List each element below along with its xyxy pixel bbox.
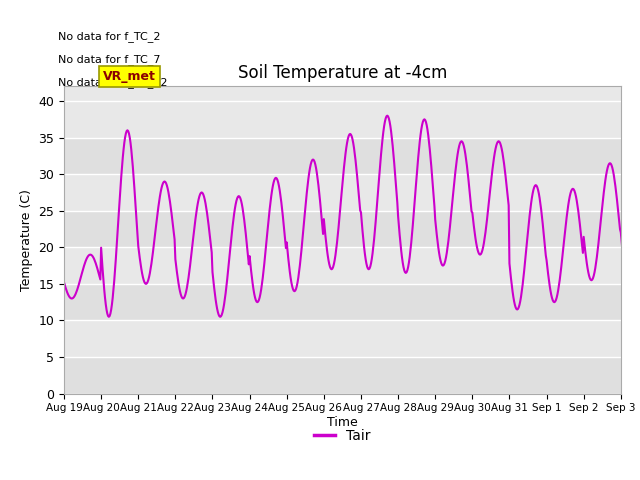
Bar xyxy=(64,211,621,247)
X-axis label: Time: Time xyxy=(327,416,358,429)
Text: No data for f_TC_2: No data for f_TC_2 xyxy=(58,31,161,42)
Text: VR_met: VR_met xyxy=(103,71,156,84)
Legend: Tair: Tair xyxy=(308,423,376,448)
Bar xyxy=(64,357,621,394)
Title: Soil Temperature at -4cm: Soil Temperature at -4cm xyxy=(237,64,447,82)
Y-axis label: Temperature (C): Temperature (C) xyxy=(20,189,33,291)
Bar xyxy=(64,284,621,321)
Bar xyxy=(64,138,621,174)
Text: No data for f_TC_12: No data for f_TC_12 xyxy=(58,77,168,88)
Text: No data for f_TC_7: No data for f_TC_7 xyxy=(58,54,161,65)
